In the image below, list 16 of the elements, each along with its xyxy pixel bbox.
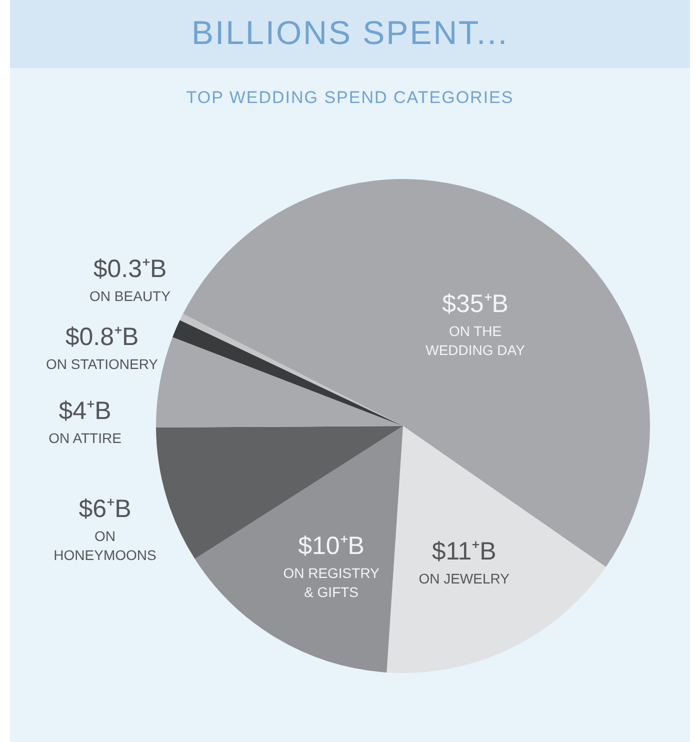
slice-label: ON STATIONERY — [46, 356, 159, 372]
slice-label: ON THE WEDDING DAY — [426, 323, 526, 358]
data-label: $35⁺B — [442, 290, 508, 318]
data-label: $4⁺B — [58, 396, 112, 425]
slice-label: ON JEWELRY — [418, 570, 510, 587]
slice-label: ON REGISTRY & GIFTS — [283, 565, 380, 600]
chart-title: BILLIONS SPENT... — [190, 14, 510, 52]
data-label: $6⁺B — [78, 494, 132, 523]
data-label: $0.3⁺B — [93, 254, 167, 283]
slice-label: ON BEAUTY — [90, 288, 172, 304]
data-label: $10⁺B — [298, 532, 364, 560]
slice-label: ON HONEYMOONS — [54, 528, 156, 563]
slice-label: ON ATTIRE — [48, 430, 122, 446]
data-label: $11⁺B — [432, 538, 496, 566]
data-label: $0.8⁺B — [65, 322, 139, 351]
chart-subtitle: TOP WEDDING SPEND CATEGORIES — [185, 88, 515, 108]
